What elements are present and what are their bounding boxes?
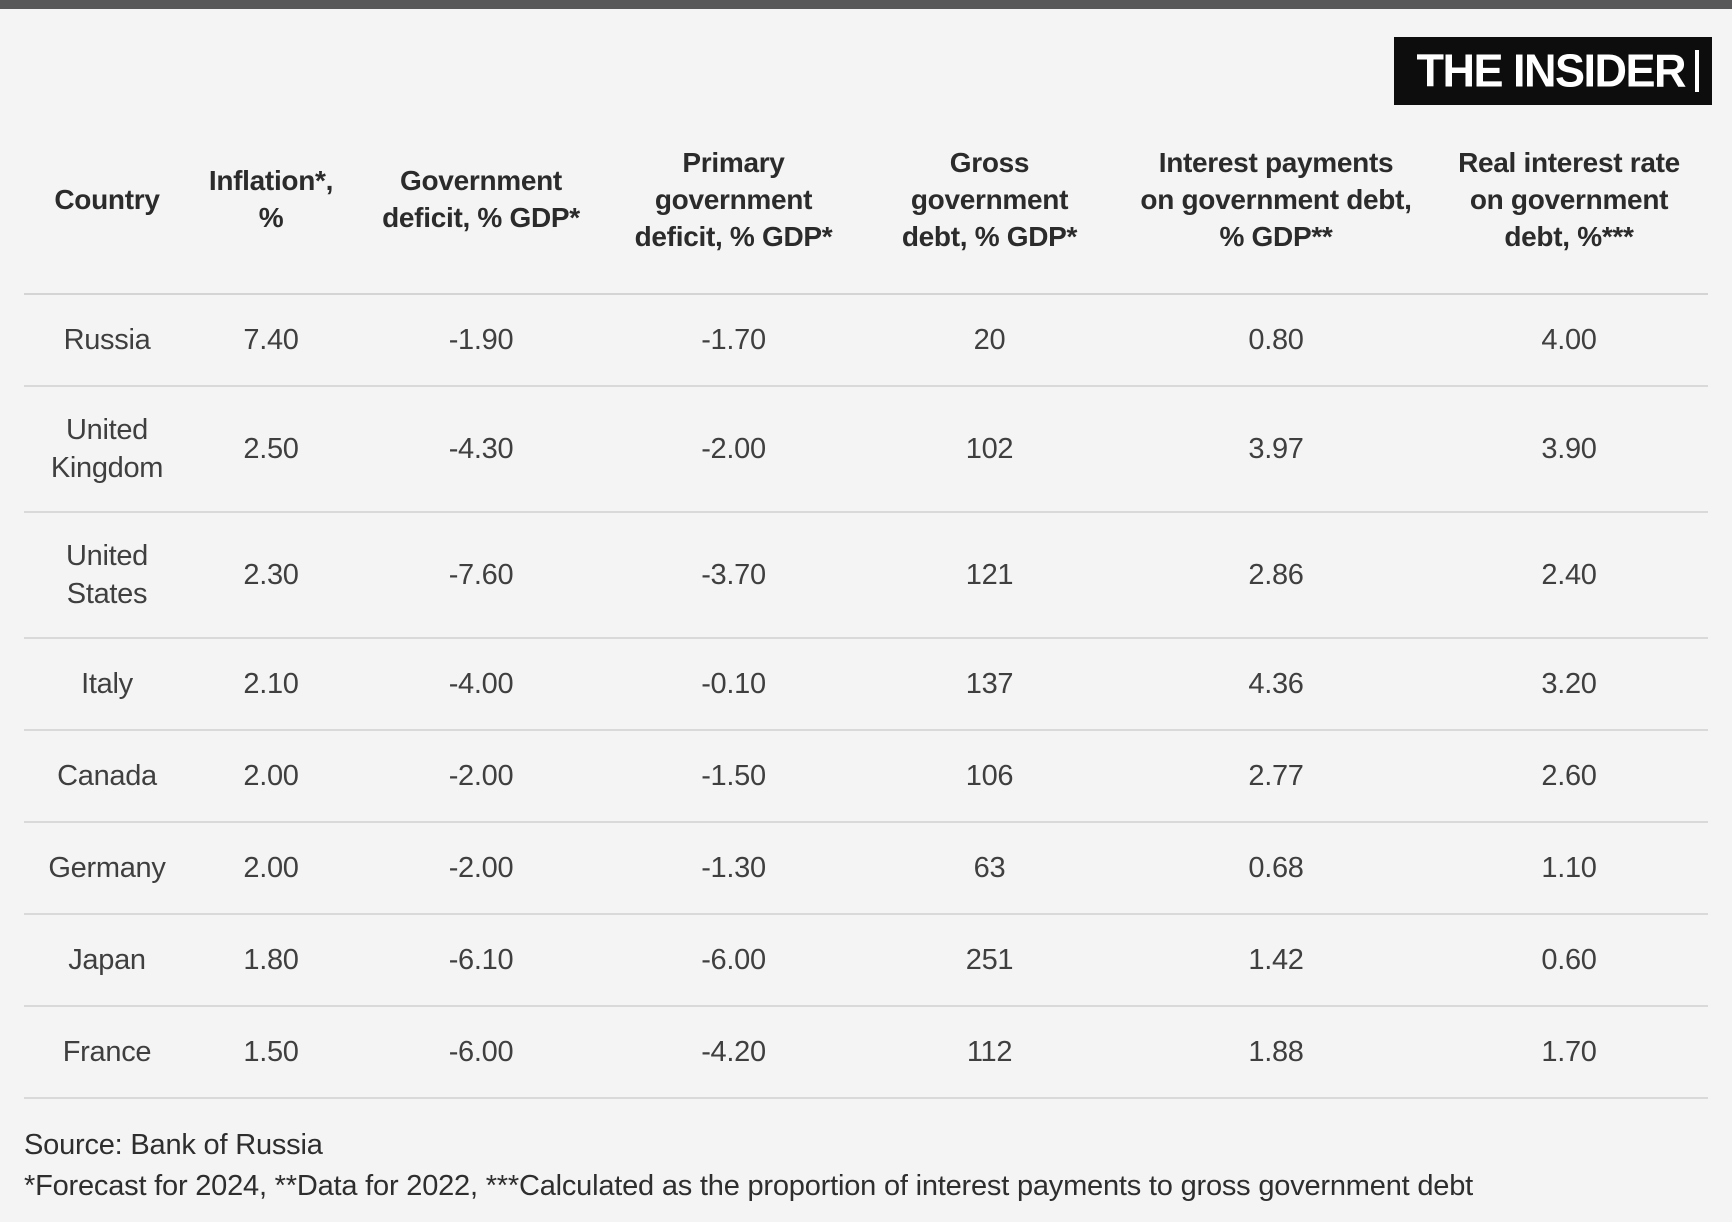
value-cell: 2.30 [243, 559, 299, 591]
value-cell: 2.00 [243, 852, 299, 884]
value-cell: -1.30 [701, 852, 766, 884]
column-header-government-deficit: Government deficit, % GDP* [382, 165, 580, 233]
value-cell: 112 [966, 1036, 1013, 1068]
top-accent-bar [0, 0, 1732, 9]
value-cell: 63 [973, 852, 1006, 884]
value-cell: -6.00 [701, 944, 766, 976]
value-cell: 2.10 [243, 668, 299, 700]
source-note: Source: Bank of Russia [24, 1129, 323, 1161]
value-cell: 106 [965, 760, 1014, 792]
country-cell: Canada [57, 760, 157, 792]
value-cell: 137 [965, 668, 1014, 700]
table-row: Canada 2.00 -2.00 -1.50 106 2.77 2.60 [24, 731, 1708, 823]
value-cell: -0.10 [701, 668, 766, 700]
country-cell: Japan [68, 944, 146, 976]
country-cell: France [62, 1036, 152, 1068]
logo-text: THE INSIDER [1416, 43, 1686, 97]
value-cell: 7.40 [243, 324, 299, 356]
value-cell: -1.70 [701, 324, 766, 356]
value-cell: -2.00 [448, 760, 514, 792]
column-header-inflation: Inflation*, % [208, 165, 334, 233]
value-cell: -1.50 [701, 760, 766, 792]
table-row: United States 2.30 -7.60 -3.70 121 2.86 2.40 [24, 513, 1708, 639]
table-row: France 1.50 -6.00 -4.20 112 1.88 1.70 [24, 1007, 1708, 1099]
value-cell: -2.00 [448, 852, 514, 884]
table-row: Russia 7.40 -1.90 -1.70 20 0.80 4.00 [24, 295, 1708, 387]
table-row: Japan 1.80 -6.10 -6.00 251 1.42 0.60 [24, 915, 1708, 1007]
value-cell: 1.88 [1248, 1036, 1304, 1068]
value-cell: -1.90 [448, 324, 514, 356]
country-cell: United Kingdom [50, 414, 164, 484]
table-row: Germany 2.00 -2.00 -1.30 63 0.68 1.10 [24, 823, 1708, 915]
value-cell: 2.77 [1248, 760, 1304, 792]
value-cell: 1.70 [1541, 1036, 1597, 1068]
value-cell: -2.00 [701, 433, 766, 465]
value-cell: -4.00 [448, 668, 514, 700]
value-cell: 2.50 [243, 433, 299, 465]
value-cell: 2.00 [243, 760, 299, 792]
value-cell: 1.10 [1541, 852, 1597, 884]
value-cell: 4.00 [1541, 324, 1597, 356]
value-cell: 2.40 [1541, 559, 1597, 591]
value-cell: 3.20 [1541, 668, 1597, 700]
value-cell: -7.60 [448, 559, 514, 591]
value-cell: -4.20 [701, 1036, 766, 1068]
value-cell: -6.10 [448, 944, 514, 976]
brand-row: THE INSIDER [0, 9, 1732, 105]
value-cell: 1.42 [1248, 944, 1304, 976]
value-cell: 0.60 [1541, 944, 1597, 976]
value-cell: 20 [973, 324, 1006, 356]
logo-cursor-bar [1695, 50, 1699, 92]
value-cell: 2.60 [1541, 760, 1597, 792]
column-header-real-interest-rate: Real interest rate on government debt, %… [1458, 146, 1680, 252]
value-cell: 1.50 [243, 1036, 299, 1068]
value-cell: -6.00 [448, 1036, 514, 1068]
country-cell: United States [65, 540, 149, 610]
column-header-country: Country [54, 183, 160, 215]
country-cell: Germany [48, 852, 166, 884]
country-cell: Russia [63, 324, 151, 356]
table-body: Russia 7.40 -1.90 -1.70 20 0.80 4.00 United Kin… [24, 295, 1708, 1099]
value-cell: 102 [965, 433, 1014, 465]
value-cell: 4.36 [1248, 668, 1304, 700]
column-header-gross-debt: Gross government debt, % GDP* [901, 146, 1078, 252]
value-cell: 3.90 [1541, 433, 1597, 465]
footnotes: *Forecast for 2024, **Data for 2022, ***… [24, 1170, 1473, 1202]
value-cell: -4.30 [448, 433, 514, 465]
table-header-row: Country Inflation*, % Government deficit… [24, 105, 1708, 295]
country-cell: Italy [81, 668, 133, 700]
column-header-interest-payments: Interest payments on government debt, % … [1140, 146, 1412, 252]
column-header-primary-deficit: Primary government deficit, % GDP* [634, 146, 833, 252]
value-cell: 0.68 [1248, 852, 1304, 884]
value-cell: 2.86 [1248, 559, 1304, 591]
data-table: Country Inflation*, % Government deficit… [24, 105, 1708, 1099]
table-row: Italy 2.10 -4.00 -0.10 137 4.36 3.20 [24, 639, 1708, 731]
value-cell: 3.97 [1248, 433, 1304, 465]
table-row: United Kingdom 2.50 -4.30 -2.00 102 3.97 3.90 [24, 387, 1708, 513]
value-cell: 251 [965, 944, 1014, 976]
value-cell: 121 [965, 559, 1014, 591]
value-cell: -3.70 [701, 559, 766, 591]
the-insider-logo: THE INSIDER [1394, 37, 1712, 105]
value-cell: 1.80 [243, 944, 299, 976]
value-cell: 0.80 [1248, 324, 1304, 356]
footer: Source: Bank of Russia *Forecast for 202… [24, 1125, 1708, 1207]
